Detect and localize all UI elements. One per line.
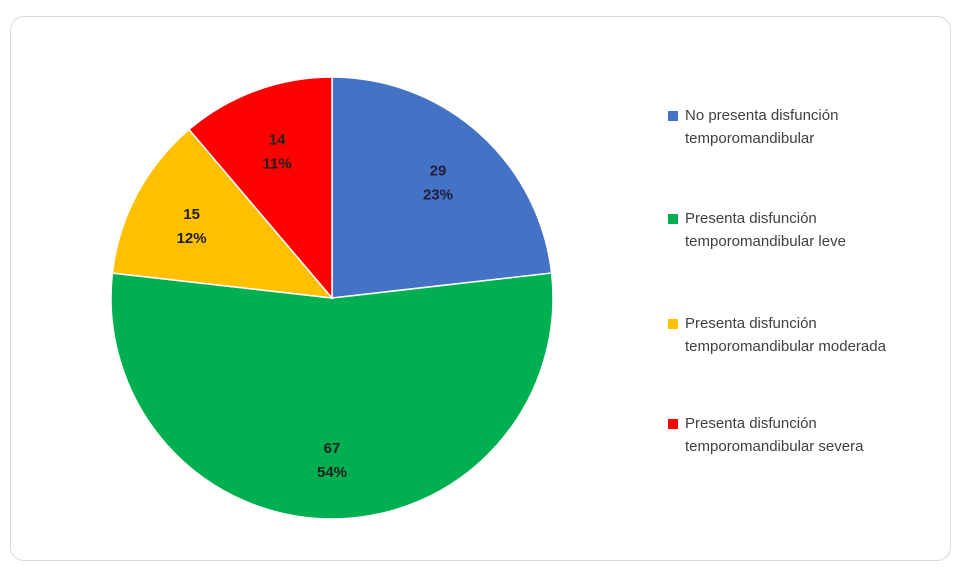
data-label-value-leve: 67 xyxy=(324,440,341,457)
pie-slices xyxy=(110,76,554,520)
pie-slice-leve xyxy=(110,272,554,520)
legend-item-moderada: Presenta disfunción temporomandibular mo… xyxy=(668,314,940,358)
legend-item-no-presenta: No presenta disfunción temporomandibular xyxy=(668,106,940,150)
legend-label: Presenta disfunción temporomandibular se… xyxy=(685,415,864,455)
data-label-value-moderada: 15 xyxy=(183,206,200,223)
pie-data-labels: 29 23% 67 54% 15 12% 14 11% xyxy=(177,132,453,481)
data-label-value-no-presenta: 29 xyxy=(430,162,447,179)
legend-label: Presenta disfunción temporomandibular le… xyxy=(685,210,846,250)
legend-swatch xyxy=(668,419,678,429)
pie-slice-moderada xyxy=(111,128,334,299)
legend-swatch xyxy=(668,111,678,121)
data-label-percent-leve: 54% xyxy=(317,464,347,481)
legend-item-leve: Presenta disfunción temporomandibular le… xyxy=(668,209,940,253)
legend-swatch xyxy=(668,319,678,329)
legend-swatch xyxy=(668,214,678,224)
data-label-percent-severa: 11% xyxy=(263,156,292,173)
data-label-percent-moderada: 12% xyxy=(177,230,207,247)
pie-slice-severa xyxy=(187,76,333,301)
legend-label: No presenta disfunción temporomandibular xyxy=(685,107,839,147)
legend-label: Presenta disfunción temporomandibular mo… xyxy=(685,315,886,355)
data-label-value-severa: 14 xyxy=(269,132,286,149)
legend-item-severa: Presenta disfunción temporomandibular se… xyxy=(668,414,940,458)
data-label-percent-no-presenta: 23% xyxy=(423,186,453,203)
pie-slice-no-presenta xyxy=(331,76,553,299)
